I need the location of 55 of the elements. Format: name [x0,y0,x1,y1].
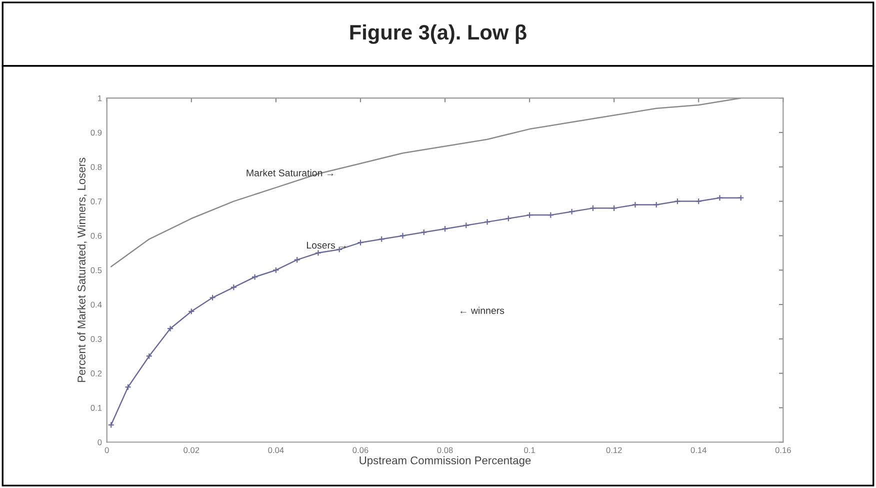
x-tick-label: 0 [104,447,109,454]
point [420,228,428,236]
point [209,294,216,301]
line-series [110,98,742,268]
y-tick-label: 0.1 [90,404,102,411]
point [610,204,618,212]
x-tick-label: 0.16 [775,447,791,454]
point [505,215,512,222]
y-tick-label: 0 [98,439,102,446]
point [294,256,300,264]
point [590,204,596,212]
point [272,266,280,274]
y-axis-title: Percent of Market Saturated, Winners, Losers [77,158,87,382]
point [124,384,132,390]
y-tick-label: 0.7 [90,198,102,204]
point [653,201,660,208]
point [547,212,554,218]
x-tick-label: 0.02 [184,447,200,454]
point [230,284,238,291]
annotation: Losers → [306,242,346,249]
y-tick-label: 0.8 [90,164,102,170]
point [568,208,576,215]
x-tick-label: 0.1 [524,447,535,454]
point [166,325,174,332]
point [378,236,385,242]
x-tick-label: 0.06 [352,447,368,454]
point [484,218,491,226]
point [632,201,639,208]
point [399,232,406,240]
y-tick-label: 0.4 [90,302,102,308]
point [357,239,364,246]
y-tick-label: 1 [98,95,102,102]
point [442,225,448,232]
annotation: ← winners [460,306,504,314]
point [146,352,152,360]
x-axis-title: Upstream Commission Percentage [360,456,531,467]
point [188,308,195,315]
y-tick-label: 0.9 [90,130,102,136]
point [314,250,322,256]
x-tick-label: 0.14 [690,447,706,454]
x-tick-label: 0.12 [606,447,622,454]
x-tick-label: 0.04 [268,447,284,454]
annotation: Market Saturation → [246,169,334,176]
point [716,194,724,202]
y-tick-label: 0.2 [90,370,102,376]
y-tick-label: 0.5 [90,267,102,274]
chart-title: Figure 3(a). Low β [350,24,526,44]
y-tick-label: 0.3 [90,336,102,342]
point [251,274,258,280]
y-tick-label: 0.6 [90,232,102,239]
x-tick-label: 0.08 [437,447,453,454]
point [674,198,681,205]
point [462,222,470,229]
point [526,212,533,218]
point [695,198,702,205]
